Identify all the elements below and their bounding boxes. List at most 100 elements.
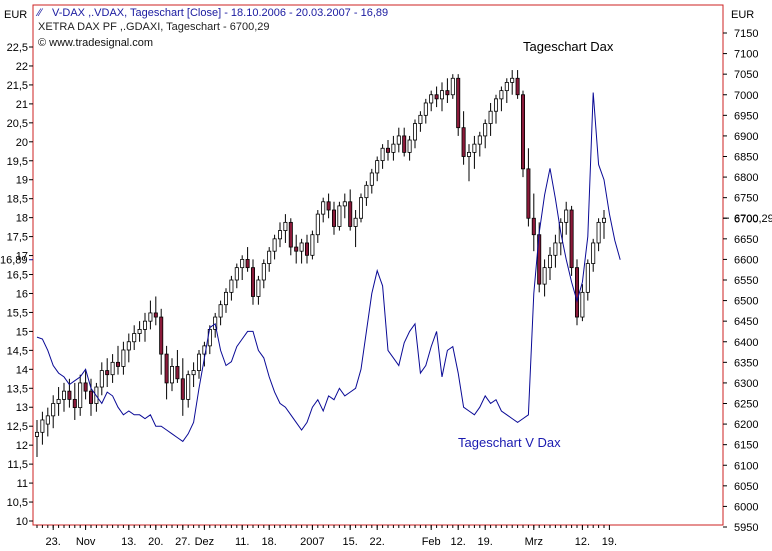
right-tick-label: 7050: [734, 69, 758, 81]
right-tick-label: 6600: [734, 254, 758, 266]
dax-candle-body: [142, 320, 147, 330]
right-tick-label: 7150: [734, 28, 758, 40]
dax-candle-body: [385, 147, 390, 153]
x-tick-label: 19.: [602, 536, 617, 548]
dax-candle-body: [499, 90, 504, 100]
dax-candle-body: [353, 217, 358, 227]
dax-candle-body: [450, 77, 455, 96]
left-tick-label: 10: [16, 516, 28, 528]
series-line-icon: ⁄∕: [35, 7, 44, 19]
dax-candle-body: [234, 267, 239, 281]
x-tick-label: 13.: [121, 536, 136, 548]
x-axis: 23. Nov 13. 20. 27. Dez 11. 18. 2007 15. 22. Feb 12.…: [36, 525, 617, 548]
dax-candle-body: [223, 291, 228, 306]
x-tick-label: Dez: [195, 536, 215, 548]
left-tick-label: 17: [16, 251, 28, 263]
dax-candle-body: [56, 398, 61, 404]
dax-candle-body: [121, 349, 126, 367]
right-tick-label: 6700: [734, 213, 758, 225]
right-tick-label: 6450: [734, 316, 758, 328]
dax-candle-body: [580, 291, 585, 318]
plot-frame: [32, 4, 724, 526]
dax-candle-body: [35, 431, 40, 437]
left-last-value-marker: 16,89: [0, 255, 33, 267]
left-last-value-label: 16,89: [0, 255, 28, 267]
left-tick-label: 11,5: [7, 459, 28, 471]
dax-candle-body: [294, 246, 299, 252]
right-tick-label: 6050: [734, 481, 758, 493]
dax-candle-body: [164, 353, 169, 384]
dax-candle-body: [153, 312, 158, 318]
x-tick-label: 12.: [451, 536, 466, 548]
right-tick-label: 6250: [734, 399, 758, 411]
x-tick-label: 2007: [300, 536, 324, 548]
dax-candle-body: [521, 94, 526, 170]
dax-candle-body: [245, 259, 250, 269]
right-tick-label: 6000: [734, 501, 758, 513]
right-tick-label: 7000: [734, 90, 758, 102]
right-tick-label: 6300: [734, 378, 758, 390]
dax-candle-body: [391, 143, 396, 153]
x-tick-label: Mrz: [525, 536, 543, 548]
left-tick-label: 21,5: [7, 80, 28, 92]
left-tick-label: 14: [16, 364, 28, 376]
x-tick-label: 12.: [575, 536, 590, 548]
dax-candle-body: [434, 94, 439, 100]
right-tick-label: 6750: [734, 193, 758, 205]
left-tick-label: 19,5: [7, 156, 28, 168]
copyright: © www.tradesignal.com: [38, 37, 153, 49]
right-tick-label: 6850: [734, 152, 758, 164]
dax-candle-body: [272, 238, 277, 252]
dax-candle-body: [45, 415, 50, 425]
left-tick-label: 21: [16, 99, 28, 111]
left-tick-label: 17,5: [7, 232, 28, 244]
dax-candle-body: [288, 221, 293, 248]
dax-candle-body: [439, 90, 444, 100]
dax-candle-body: [375, 160, 380, 174]
right-last-value-marker: 6700,29: [723, 213, 772, 225]
left-tick-label: 22: [16, 61, 28, 73]
x-tick-label: 15.: [343, 536, 358, 548]
dax-candle-body: [105, 370, 110, 376]
left-tick-label: 12,5: [7, 421, 28, 433]
x-tick-label: 22.: [370, 536, 385, 548]
right-last-value-label: 6700,29: [734, 213, 772, 225]
dax-candle-body: [526, 168, 531, 219]
dax-candle-body: [418, 114, 423, 124]
dax-candle-body: [564, 209, 569, 223]
dax-candle-body: [348, 201, 353, 227]
dax-candlestick-series: [35, 70, 607, 458]
right-tick-label: 6950: [734, 110, 758, 122]
right-tick-label: 6900: [734, 131, 758, 143]
left-tick-label: 15: [16, 326, 28, 338]
left-tick-label: 15,5: [7, 307, 28, 319]
dax-candle-body: [504, 82, 509, 92]
dax-candle-body: [456, 77, 461, 129]
dax-candle-body: [51, 403, 56, 417]
dax-candle-body: [548, 254, 553, 269]
dax-candle-body: [132, 333, 137, 343]
left-tick-label: 18,5: [7, 194, 28, 206]
dax-candle-body: [148, 312, 153, 322]
annotation-vdax: Tageschart V Dax: [458, 435, 561, 450]
dax-candle-body: [326, 201, 331, 211]
left-tick-label: 19: [16, 175, 28, 187]
right-tick-label: 6200: [734, 419, 758, 431]
dax-candle-body: [429, 94, 434, 104]
right-tick-label: 5950: [734, 522, 758, 534]
dax-candle-body: [261, 263, 266, 281]
dax-candle-body: [299, 242, 304, 252]
dax-candle-body: [445, 90, 450, 96]
x-tick-label: 20.: [148, 536, 163, 548]
left-tick-label: 16: [16, 288, 28, 300]
x-tick-label: 11.: [235, 536, 249, 548]
vdax-line-series: [36, 92, 621, 443]
dax-candle-body: [191, 370, 196, 376]
x-tick-label: 18.: [262, 536, 277, 548]
dax-candle-body: [256, 279, 261, 297]
dax-candle-body: [310, 234, 315, 256]
dax-candle-body: [315, 213, 320, 236]
right-tick-label: 6400: [734, 337, 758, 349]
dax-candle-body: [175, 366, 180, 380]
